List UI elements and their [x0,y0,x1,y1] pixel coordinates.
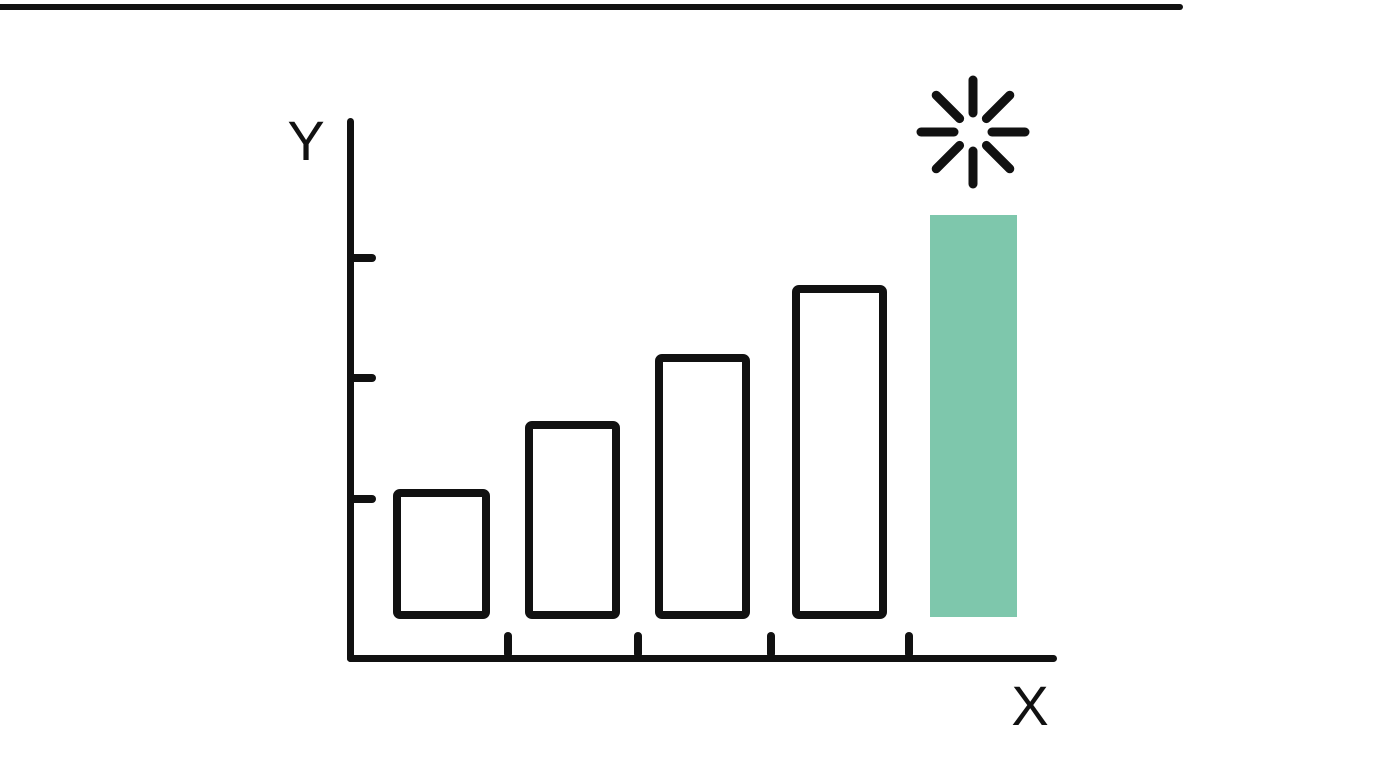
bar [393,489,490,619]
y-axis-tick [350,254,376,262]
highlighted-bar [930,215,1017,617]
sparkle-burst-icon [916,75,1030,189]
x-axis-tick [634,632,642,658]
bar [655,354,750,619]
y-axis-line [347,118,354,662]
bar [792,285,887,619]
x-axis-tick [767,632,775,658]
x-axis-tick [504,632,512,658]
top-edge-line [0,4,1183,10]
y-axis-tick [350,495,376,503]
x-axis-line [347,655,1057,662]
x-axis-label: X [1011,674,1049,737]
y-axis-label: Y [287,109,325,172]
bar [525,421,620,619]
y-axis-tick [350,374,376,382]
x-axis-tick [905,632,913,658]
